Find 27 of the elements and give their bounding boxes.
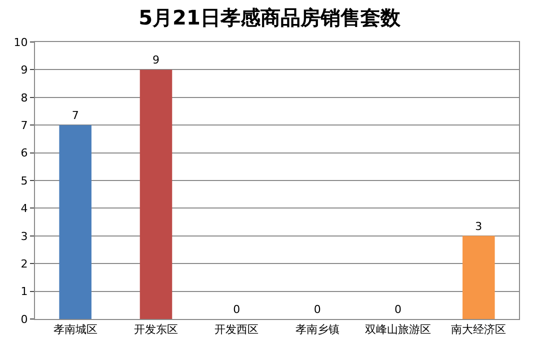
x-tick-label: 双峰山旅游区: [365, 323, 431, 336]
data-label: 9: [152, 54, 160, 67]
y-tick-label: 7: [20, 118, 28, 132]
y-tick-label: 9: [20, 64, 28, 77]
x-tick-label: 南大经济区: [451, 323, 506, 336]
y-tick-label: 3: [20, 230, 28, 243]
data-label: 0: [314, 303, 321, 316]
x-tick-label: 开发西区: [214, 323, 259, 336]
bar: [140, 70, 172, 319]
chart-title: 5月21日孝感商品房销售套数: [138, 6, 402, 30]
x-tick-label: 开发东区: [134, 323, 178, 336]
y-tick-label: 6: [20, 146, 28, 160]
data-label: 0: [233, 303, 240, 316]
data-label: 3: [475, 220, 482, 233]
y-tick-label: 10: [14, 36, 28, 49]
x-tick-label: 孝南城区: [53, 323, 98, 336]
data-label: 7: [72, 109, 79, 122]
y-tick-label: 2: [20, 257, 28, 270]
data-label: 0: [394, 303, 402, 316]
bar: [59, 125, 92, 319]
y-tick-label: 4: [20, 202, 28, 216]
y-tick-label: 5: [20, 174, 28, 188]
bar: [462, 236, 495, 319]
y-tick-label: 0: [20, 312, 28, 326]
x-tick-label: 孝南乡镇: [295, 323, 340, 336]
y-tick-label: 1: [20, 285, 28, 298]
y-tick-label: 8: [20, 91, 28, 104]
